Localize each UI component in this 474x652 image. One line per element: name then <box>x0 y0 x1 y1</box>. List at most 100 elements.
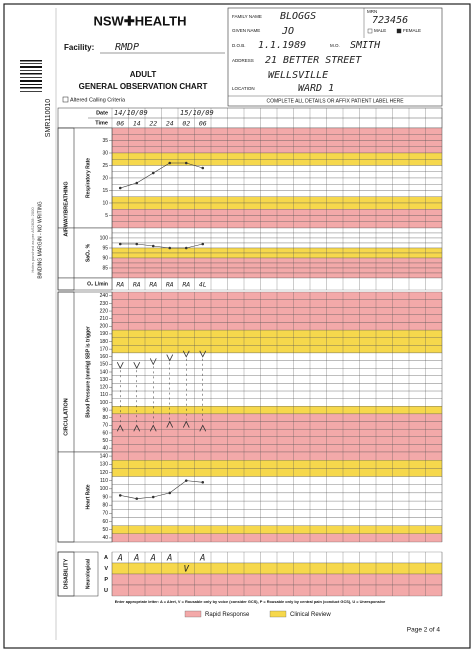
diastolic-mark <box>166 420 174 428</box>
y-tick-label: 100 <box>100 486 109 492</box>
y-tick-label: 210 <box>100 316 109 322</box>
time: 24 <box>166 120 174 128</box>
family-name: BLOGGS <box>280 11 316 22</box>
row-group-label: Respiratory Rate <box>85 158 91 198</box>
section-cell <box>57 291 75 543</box>
address-label: ADDRESS <box>232 58 254 63</box>
y-tick-label: 200 <box>100 324 109 330</box>
row-group-label: Heart Rate <box>85 484 91 509</box>
neuro-value: A <box>199 554 205 564</box>
legend-swatch <box>184 610 202 618</box>
y-tick-label: 240 <box>100 293 109 299</box>
observation-dot <box>151 495 155 499</box>
mrn: 723456 <box>372 15 408 26</box>
binding-margin: BINDING MARGIN - NO WRITING <box>37 201 43 278</box>
time: 06 <box>199 120 207 128</box>
section-label: AIRWAY/BREATHING <box>63 181 69 236</box>
y-tick-label: 5 <box>105 213 108 219</box>
female-checkbox[interactable] <box>396 28 402 34</box>
facility-label: Facility: <box>64 43 94 52</box>
neuro-value: A <box>133 554 139 564</box>
systolic-mark <box>199 350 207 358</box>
y-tick-label: 20 <box>102 175 108 181</box>
y-tick-label: 160 <box>100 354 109 360</box>
family-label: FAMILY NAME <box>232 14 262 19</box>
diastolic-mark <box>149 424 157 432</box>
observation-dot <box>184 479 188 482</box>
time: 14 <box>133 120 141 128</box>
y-tick-label: 140 <box>100 369 109 375</box>
observation-dot <box>151 171 155 175</box>
y-tick-label: 100 <box>100 400 109 406</box>
systolic-mark <box>116 362 124 370</box>
observation-dot <box>135 497 139 500</box>
y-tick-label: 40 <box>102 446 108 452</box>
o2-label: O₂ L/min <box>87 281 108 287</box>
time: 06 <box>116 120 124 128</box>
y-tick-label: 190 <box>100 331 109 337</box>
section-cell <box>57 551 75 597</box>
o2-value: RA <box>182 281 190 289</box>
logo: NSW✚HEALTH <box>94 13 187 28</box>
observation-dot <box>118 494 122 497</box>
y-tick-label: 60 <box>102 519 108 525</box>
observation-dot <box>168 491 172 495</box>
time-label: Time <box>95 120 108 126</box>
y-tick-label: 30 <box>102 150 108 156</box>
y-tick-label: 50 <box>102 438 108 444</box>
time: 02 <box>182 120 190 128</box>
section-label: DISABILITY <box>63 558 69 589</box>
neuro-value: A <box>150 554 156 564</box>
margin-code: SMR110010 <box>45 99 52 138</box>
given-label: GIVEN NAME <box>232 28 260 33</box>
observation-dot <box>168 161 172 165</box>
systolic-mark <box>166 354 174 362</box>
y-tick-label: 60 <box>102 430 108 436</box>
title-line2: GENERAL OBSERVATION CHART <box>79 82 208 91</box>
neuro-value: A <box>117 554 123 564</box>
mrn-label: MRN <box>367 9 377 14</box>
time: 22 <box>149 120 157 128</box>
systolic-mark <box>182 350 190 358</box>
dob-label: D.O.B. <box>232 43 246 48</box>
altered-checkbox[interactable] <box>62 96 69 103</box>
y-tick-label: 110 <box>100 478 108 484</box>
y-tick-label: 100 <box>100 235 109 241</box>
date-label: Date <box>96 110 108 116</box>
female: FEMALE <box>403 28 421 33</box>
patient-box <box>227 7 443 107</box>
mo-label: M.O. <box>330 43 340 48</box>
address-line1: 21 BETTER STREET <box>265 55 362 66</box>
location-label: LOCATION <box>232 86 255 91</box>
y-tick-label: 220 <box>100 308 109 314</box>
trend-line <box>120 243 203 249</box>
trend-line <box>120 162 203 189</box>
y-tick-label: 110 <box>100 392 108 398</box>
level-label: A <box>104 555 108 561</box>
y-tick-label: 15 <box>102 188 108 194</box>
y-tick-label: 90 <box>102 407 108 413</box>
y-tick-label: 70 <box>102 511 108 517</box>
label-cell <box>57 227 113 279</box>
male-checkbox[interactable] <box>367 28 373 34</box>
altered-criteria: Altered Calling Criteria <box>70 97 126 103</box>
y-tick-label: 120 <box>100 470 109 476</box>
y-tick-label: 140 <box>100 453 109 459</box>
facility: RMDP <box>115 42 139 53</box>
y-tick-label: 80 <box>102 503 108 509</box>
o2-value: RA <box>133 281 141 289</box>
diastolic-mark <box>199 424 207 432</box>
observation-dot <box>135 242 139 246</box>
y-tick-label: 50 <box>102 527 108 533</box>
observation-dot <box>168 246 172 250</box>
y-tick-label: 25 <box>102 163 108 169</box>
row-group-label: Neurological <box>85 558 91 589</box>
observation-dot <box>118 186 122 190</box>
instruction: Enter appropriate letter: A = Alert, V =… <box>115 599 386 604</box>
level-label: P <box>104 577 108 583</box>
y-tick-label: 230 <box>100 301 109 307</box>
mo: SMITH <box>350 40 381 51</box>
label-cell <box>57 291 113 453</box>
y-tick-label: 170 <box>100 346 109 352</box>
